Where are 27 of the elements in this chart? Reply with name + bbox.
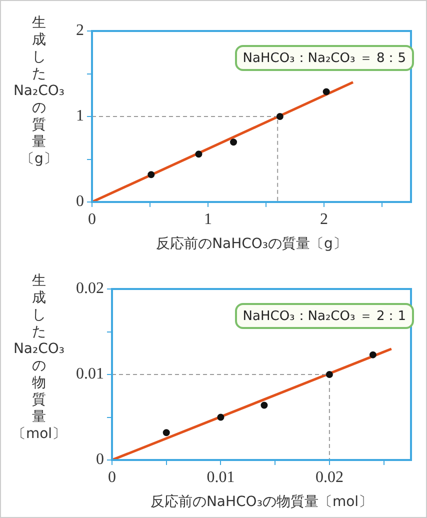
y-tick-label: 0.01 xyxy=(76,366,104,383)
x-tick-label: 0.02 xyxy=(315,468,344,486)
y-tick-label: 1 xyxy=(76,108,84,125)
x-tick-label: 0.01 xyxy=(206,468,235,486)
annotation: NaHCO₃：Na₂CO₃ ＝ 2：1 xyxy=(234,303,414,329)
point xyxy=(322,88,330,96)
y-tick-label: 2 xyxy=(76,22,84,40)
text: 生成したNa₂CO₃の質量〔g〕 xyxy=(13,15,65,167)
y-tick-label: 0 xyxy=(96,451,104,468)
y-tick-label: 0.02 xyxy=(76,280,104,298)
point xyxy=(276,113,284,120)
x-axis-title: 反応前のNaHCO₃の物質量〔mol〕 xyxy=(150,494,373,510)
x-tick-label: 2 xyxy=(320,210,328,228)
point xyxy=(230,138,238,146)
point xyxy=(148,171,155,178)
point xyxy=(217,414,224,421)
point xyxy=(260,402,268,409)
x-axis-title: 反応前のNaHCO₃の質量〔g〕 xyxy=(156,236,347,252)
point xyxy=(369,351,376,358)
x-tick-label: 0 xyxy=(108,468,116,486)
point xyxy=(326,371,333,378)
y-tick-label: 0 xyxy=(76,193,84,210)
point xyxy=(162,429,170,436)
annotation: NaHCO₃：Na₂CO₃ ＝ 8：5 xyxy=(234,45,414,71)
point xyxy=(195,150,202,158)
text: 生成したNa₂CO₃の物質量〔mol〕 xyxy=(12,273,66,442)
x-tick-label: 1 xyxy=(204,210,212,228)
